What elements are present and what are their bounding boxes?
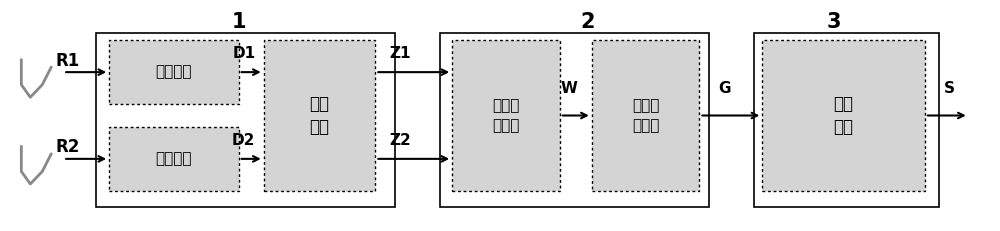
Bar [452, 40, 560, 191]
Text: Z2: Z2 [389, 133, 411, 148]
Bar [264, 40, 375, 191]
Text: D2: D2 [232, 133, 255, 148]
Text: 小波降噪: 小波降噪 [156, 65, 192, 80]
Text: 1: 1 [231, 12, 246, 32]
Text: S: S [944, 81, 955, 96]
Bar [592, 40, 699, 191]
Bar [109, 40, 239, 104]
Text: 峰值
探测: 峰值 探测 [834, 95, 854, 136]
Text: G: G [718, 81, 731, 96]
Text: W: W [560, 81, 577, 96]
Bar [440, 33, 709, 207]
Bar [96, 33, 395, 207]
Bar [762, 40, 925, 191]
Bar [109, 127, 239, 191]
Text: 小波降噪: 小波降噪 [156, 151, 192, 166]
Text: R1: R1 [55, 52, 79, 70]
Text: 2: 2 [581, 12, 595, 32]
Text: 数据
置零: 数据 置零 [310, 95, 330, 136]
Text: 3: 3 [827, 12, 841, 32]
Text: Z1: Z1 [390, 46, 411, 61]
Text: D1: D1 [232, 46, 255, 61]
Text: 高斯曲
线拟合: 高斯曲 线拟合 [632, 98, 659, 133]
Text: R2: R2 [55, 138, 80, 156]
Text: 小波域
互相关: 小波域 互相关 [492, 98, 520, 133]
Bar [754, 33, 939, 207]
